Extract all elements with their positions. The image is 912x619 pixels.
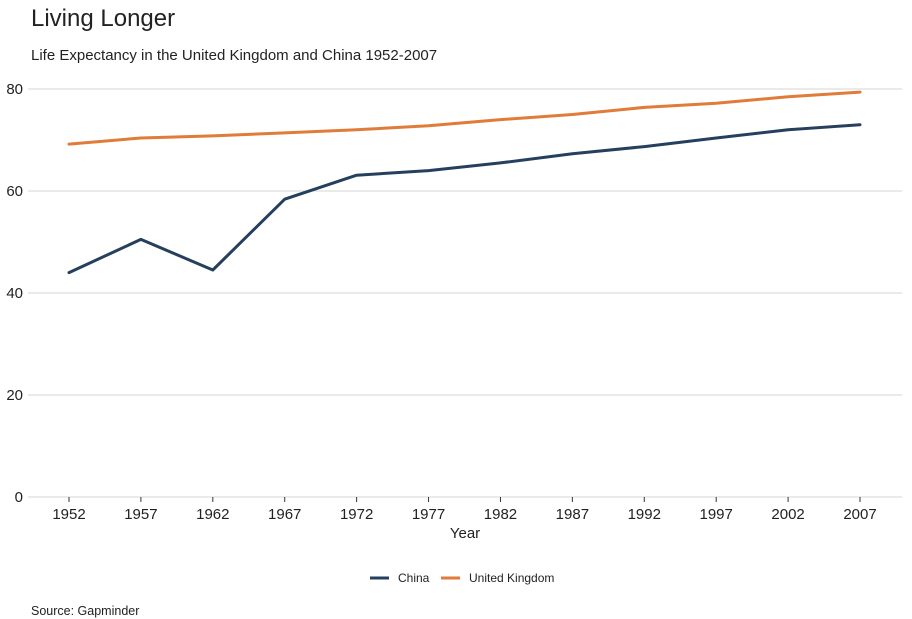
chart-caption: Source: Gapminder: [31, 604, 139, 618]
chart-title: Living Longer: [31, 5, 175, 32]
x-tick-label: 1957: [124, 506, 157, 523]
legend-label-china: China: [398, 571, 430, 585]
y-tick-label: 60: [6, 183, 23, 200]
x-tick-label: 1982: [484, 506, 517, 523]
y-axis: 0 20 40 60 80: [6, 81, 23, 506]
series-line-united-kingdom: [67, 90, 862, 146]
x-tick-label: 1992: [628, 506, 661, 523]
x-tick-label: 1997: [699, 506, 732, 523]
chart-subtitle: Life Expectancy in the United Kingdom an…: [31, 47, 437, 64]
series-lines: [67, 90, 862, 275]
y-tick-label: 40: [6, 285, 23, 302]
x-tick-label: 1967: [268, 506, 301, 523]
x-axis-label: Year: [450, 525, 480, 542]
y-tick-label: 0: [15, 489, 23, 506]
series-line-china: [67, 123, 862, 275]
x-tick-label: 1972: [340, 506, 373, 523]
x-tick-label: 2002: [771, 506, 804, 523]
y-tick-label: 20: [6, 387, 23, 404]
x-axis: 1952 1957 1962 1967 1972 1977 1982 1987 1992 1997…: [52, 497, 877, 523]
legend: China United Kingdom: [370, 571, 554, 585]
x-tick-label: 1977: [412, 506, 445, 523]
legend-label-united-kingdom: United Kingdom: [469, 571, 554, 585]
x-tick-label: 2007: [843, 506, 876, 523]
x-tick-label: 1962: [196, 506, 229, 523]
x-tick-label: 1952: [52, 506, 85, 523]
x-tick-label: 1987: [556, 506, 589, 523]
y-tick-label: 80: [6, 81, 23, 98]
gridlines: [28, 88, 902, 396]
